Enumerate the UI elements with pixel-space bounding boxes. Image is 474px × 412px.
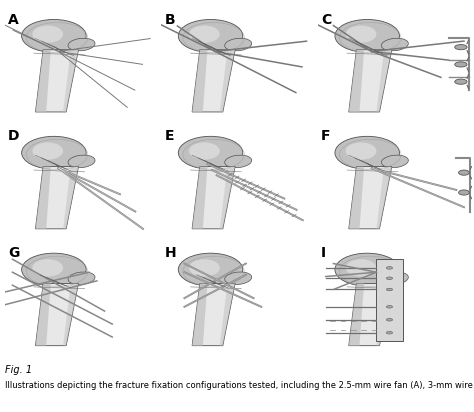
Polygon shape bbox=[63, 50, 79, 112]
Polygon shape bbox=[192, 166, 208, 229]
Polygon shape bbox=[220, 166, 235, 229]
Text: B: B bbox=[164, 12, 175, 26]
Ellipse shape bbox=[335, 253, 400, 286]
Ellipse shape bbox=[386, 277, 392, 280]
Ellipse shape bbox=[386, 267, 392, 269]
Ellipse shape bbox=[382, 38, 408, 51]
Polygon shape bbox=[376, 166, 392, 229]
Text: Fig. 1: Fig. 1 bbox=[5, 365, 32, 375]
Polygon shape bbox=[192, 50, 208, 112]
Polygon shape bbox=[349, 50, 364, 112]
Ellipse shape bbox=[455, 79, 467, 84]
Ellipse shape bbox=[178, 19, 243, 52]
Ellipse shape bbox=[335, 19, 400, 52]
Ellipse shape bbox=[225, 272, 252, 285]
Ellipse shape bbox=[22, 136, 86, 169]
Polygon shape bbox=[376, 259, 402, 342]
Ellipse shape bbox=[32, 259, 63, 276]
Polygon shape bbox=[349, 283, 392, 346]
Ellipse shape bbox=[68, 155, 95, 168]
Polygon shape bbox=[349, 166, 392, 229]
Polygon shape bbox=[349, 50, 392, 112]
Polygon shape bbox=[36, 166, 51, 229]
Ellipse shape bbox=[455, 62, 467, 67]
Polygon shape bbox=[220, 283, 235, 346]
Text: G: G bbox=[8, 246, 19, 260]
Ellipse shape bbox=[22, 253, 86, 286]
Polygon shape bbox=[36, 283, 51, 346]
Text: F: F bbox=[321, 129, 331, 143]
Ellipse shape bbox=[458, 170, 469, 175]
Ellipse shape bbox=[189, 143, 220, 160]
Ellipse shape bbox=[386, 288, 392, 291]
Ellipse shape bbox=[32, 26, 63, 43]
Polygon shape bbox=[63, 166, 79, 229]
Polygon shape bbox=[63, 283, 79, 346]
Polygon shape bbox=[192, 283, 235, 346]
Text: Illustrations depicting the fracture fixation configurations tested, including t: Illustrations depicting the fracture fix… bbox=[5, 381, 474, 390]
Ellipse shape bbox=[68, 38, 95, 51]
Text: I: I bbox=[321, 246, 326, 260]
Ellipse shape bbox=[382, 272, 408, 285]
Ellipse shape bbox=[178, 253, 243, 286]
Ellipse shape bbox=[346, 259, 376, 276]
Ellipse shape bbox=[225, 38, 252, 51]
Polygon shape bbox=[36, 50, 79, 112]
Ellipse shape bbox=[22, 19, 86, 52]
Ellipse shape bbox=[32, 143, 63, 160]
Polygon shape bbox=[220, 50, 235, 112]
Polygon shape bbox=[36, 283, 79, 346]
Ellipse shape bbox=[178, 136, 243, 169]
Ellipse shape bbox=[386, 331, 392, 334]
Ellipse shape bbox=[455, 44, 467, 50]
Polygon shape bbox=[192, 166, 235, 229]
Polygon shape bbox=[36, 166, 79, 229]
Polygon shape bbox=[376, 50, 392, 112]
Text: C: C bbox=[321, 12, 331, 26]
Ellipse shape bbox=[189, 26, 220, 43]
Ellipse shape bbox=[346, 26, 376, 43]
Text: A: A bbox=[8, 12, 18, 26]
Ellipse shape bbox=[68, 272, 95, 285]
Ellipse shape bbox=[346, 143, 376, 160]
Polygon shape bbox=[36, 50, 51, 112]
Polygon shape bbox=[192, 50, 235, 112]
Text: E: E bbox=[164, 129, 174, 143]
Text: D: D bbox=[8, 129, 19, 143]
Ellipse shape bbox=[382, 155, 408, 168]
Ellipse shape bbox=[189, 259, 220, 276]
Ellipse shape bbox=[386, 318, 392, 321]
Ellipse shape bbox=[386, 305, 392, 308]
Polygon shape bbox=[349, 166, 364, 229]
Polygon shape bbox=[376, 283, 392, 346]
Ellipse shape bbox=[458, 190, 469, 195]
Text: H: H bbox=[164, 246, 176, 260]
Ellipse shape bbox=[225, 155, 252, 168]
Ellipse shape bbox=[335, 136, 400, 169]
Polygon shape bbox=[349, 283, 364, 346]
Polygon shape bbox=[192, 283, 208, 346]
